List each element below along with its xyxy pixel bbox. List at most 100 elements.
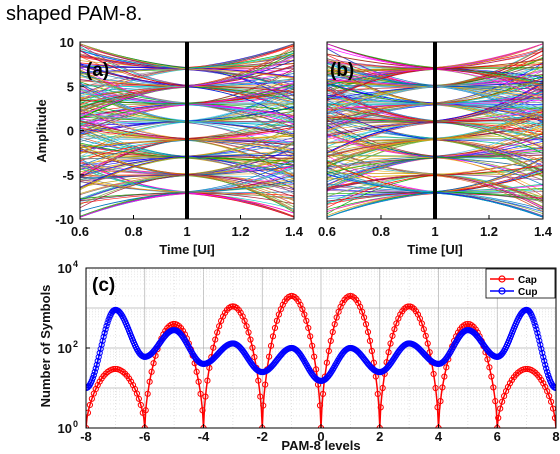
data-point-cap — [102, 370, 109, 377]
data-point-cap — [329, 328, 336, 336]
data-point-cap — [313, 366, 320, 373]
data-point-cup — [534, 329, 541, 337]
x-tick-label: 1 — [183, 224, 190, 239]
data-point-cap — [364, 328, 372, 336]
data-point-cup — [542, 361, 549, 368]
data-point-cap — [339, 299, 346, 307]
data-point-cup — [540, 353, 547, 361]
data-point-cap — [266, 353, 273, 360]
x-tick-label: 0 — [317, 429, 324, 444]
data-point-cap — [490, 384, 497, 391]
y-tick-label: 10 — [58, 421, 72, 436]
x-tick-label: 1.2 — [480, 224, 498, 239]
data-point-cap — [88, 395, 95, 402]
data-point-cap — [486, 364, 493, 371]
eye-traces-b — [327, 42, 543, 219]
data-point-cap — [212, 336, 219, 343]
data-point-cap — [94, 381, 101, 389]
data-point-cap — [255, 377, 262, 384]
data-point-cap — [379, 384, 386, 392]
x-axis-label-b: Time [UI] — [407, 242, 462, 257]
data-point-cap — [538, 376, 545, 384]
data-point-cap — [142, 407, 149, 414]
data-point-cap — [439, 384, 446, 391]
data-point-cap — [150, 360, 157, 367]
x-tick-label: 8 — [552, 429, 559, 444]
x-tick-label: -2 — [256, 429, 268, 444]
eye-traces-a — [80, 42, 294, 219]
data-point-cap — [497, 405, 504, 412]
data-point-cap — [437, 398, 444, 405]
data-point-cup — [90, 371, 97, 379]
x-tick-label: -8 — [80, 429, 92, 444]
data-point-cup — [99, 337, 106, 344]
y-tick-exponent: 2 — [73, 339, 78, 349]
data-point-cap — [412, 308, 420, 315]
data-point-cup — [526, 308, 533, 315]
data-point-cap — [422, 332, 429, 339]
data-point-cap — [506, 380, 514, 387]
data-point-cap — [275, 311, 282, 318]
data-point-cap — [333, 314, 340, 321]
data-point-cap — [424, 340, 431, 347]
data-point-cap — [488, 373, 495, 380]
data-point-cap — [377, 404, 384, 411]
data-point-cup — [530, 316, 537, 323]
panel-label-c: (c) — [92, 275, 115, 296]
data-point-cup — [544, 368, 551, 375]
data-point-cap — [325, 347, 332, 355]
data-point-cap — [443, 364, 450, 371]
data-point-cap — [319, 390, 327, 398]
data-point-cap — [368, 347, 376, 355]
data-point-cup — [536, 337, 543, 344]
data-point-cup — [92, 365, 99, 372]
data-point-cap — [287, 292, 294, 300]
data-point-cup — [538, 345, 545, 353]
data-point-cap — [397, 311, 404, 318]
data-point-cup — [552, 384, 556, 392]
data-point-cap — [199, 407, 206, 414]
y-tick-label: -10 — [55, 212, 74, 227]
data-point-cap — [291, 293, 298, 301]
data-point-cup — [91, 368, 98, 375]
data-point-cup — [539, 349, 546, 357]
data-point-cup — [96, 349, 103, 357]
data-point-cap — [233, 304, 240, 312]
data-point-cap — [385, 349, 392, 356]
eye-diagram-a: 0.6 0.8 1 1.2 1.4 -10 -5 0 5 10 (a) Time [UI] Amp… — [34, 35, 304, 257]
data-point-cap — [110, 366, 117, 373]
data-point-cap — [86, 401, 94, 409]
y-axis-label-c: Number of Symbols — [38, 285, 53, 408]
data-point-cap — [391, 326, 398, 333]
data-point-cap — [267, 342, 275, 349]
data-point-cap — [210, 344, 217, 351]
data-point-cap — [269, 333, 277, 340]
data-point-cap — [418, 320, 425, 327]
data-point-cup — [98, 341, 105, 348]
data-point-cup — [444, 353, 451, 361]
caption-text: shaped PAM-8. — [6, 3, 142, 25]
data-point-cap — [195, 378, 202, 385]
x-tick-label: 0.6 — [318, 224, 336, 239]
data-point-cap — [301, 311, 308, 318]
data-point-cap — [331, 321, 338, 328]
data-point-cap — [251, 353, 258, 361]
data-point-cap — [353, 296, 360, 303]
data-point-cap — [532, 369, 539, 376]
data-point-cup — [545, 371, 552, 379]
x-tick-label: 1.4 — [534, 224, 553, 239]
x-tick-label: 0.8 — [124, 224, 142, 239]
data-point-cap — [327, 337, 334, 344]
data-point-cap — [216, 323, 223, 330]
data-point-cap — [135, 395, 142, 402]
data-point-cap — [273, 317, 281, 324]
data-point-cup — [543, 365, 550, 372]
data-point-cap — [307, 333, 314, 340]
legend-marker-cup — [498, 287, 506, 295]
data-point-cap — [316, 402, 324, 409]
series-c — [86, 292, 556, 428]
data-point-cap — [202, 393, 209, 400]
data-point-cap — [389, 332, 396, 339]
data-point-cup — [104, 319, 111, 326]
data-point-cap — [243, 323, 250, 330]
